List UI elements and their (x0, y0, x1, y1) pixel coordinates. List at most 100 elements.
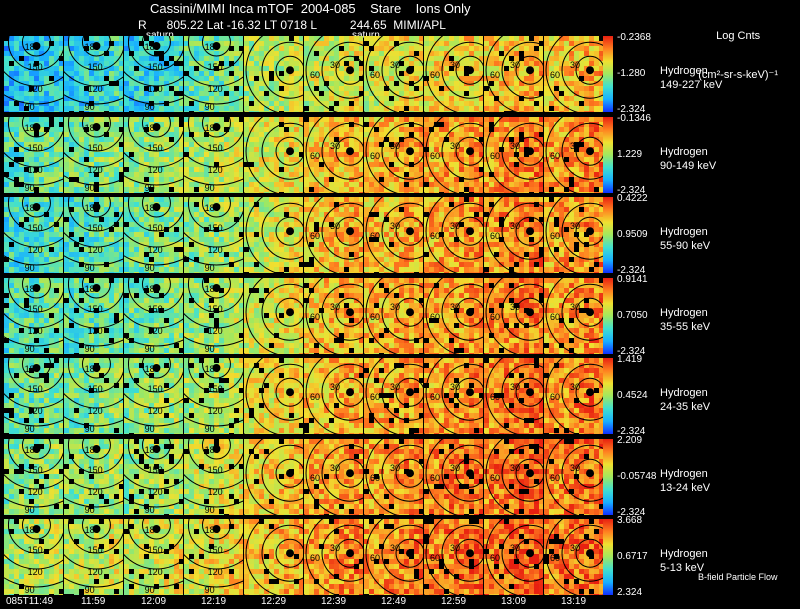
contour-label: 120 (88, 406, 103, 416)
planet-marker (152, 444, 161, 453)
image-cell: 30 60 (424, 277, 483, 354)
contour-label: 90 (85, 424, 95, 434)
units-line-1: Log Cnts (716, 30, 761, 42)
contour-label: 60 (490, 473, 500, 483)
contour-label: 60 (370, 151, 380, 161)
image-cell: 180 150 120 90 (124, 358, 183, 434)
series-label: Hydrogen 24-35 keV (660, 386, 710, 414)
contour-label: 120 (28, 84, 43, 94)
contour-label: 120 (88, 567, 103, 577)
contour-label: 30 (390, 60, 400, 70)
image-cell: 180 150 120 90 (64, 438, 123, 515)
image-cell: 30 60 (544, 197, 603, 273)
contour-label: 30 (330, 302, 340, 312)
series-label: Hydrogen 149-227 keV (660, 64, 722, 92)
contour-label: 60 (550, 553, 560, 563)
image-cell: 180 150 120 90 (124, 277, 183, 354)
planet-marker (32, 283, 41, 292)
planet-marker (212, 122, 221, 131)
contour-label: 180 (145, 445, 160, 455)
planet-marker (92, 283, 101, 292)
time-tick-label: 12:59 (441, 596, 467, 607)
image-cell: 180 150 120 90 (4, 36, 63, 112)
image-cell: 30 60 (544, 116, 603, 193)
contour-label: 120 (148, 406, 163, 416)
energy-label: 13-24 keV (660, 481, 711, 494)
contour-label: 60 (490, 553, 500, 563)
contour-label: 60 (430, 231, 440, 241)
contour-label: 180 (85, 42, 100, 52)
planet-marker (526, 549, 535, 558)
image-cell: 30 60 (364, 358, 423, 434)
planet-marker (152, 42, 161, 50)
colorbar-min: -2.324 (617, 184, 646, 196)
contour-label: 90 (205, 102, 215, 112)
contour-label: 90 (145, 344, 155, 354)
planet-marker (152, 203, 161, 211)
planet-marker (406, 468, 415, 477)
contour-label: 60 (490, 231, 500, 241)
planet-marker (152, 283, 161, 292)
image-cell: 30 60 (304, 36, 363, 112)
image-cell: 30 60 (484, 36, 543, 112)
contour-label: 30 (390, 221, 400, 231)
contour-label: 60 (430, 312, 440, 322)
contour-label: 150 (88, 465, 103, 475)
footer-note: B-field Particle Flow (698, 572, 778, 582)
contour-label: 60 (370, 70, 380, 80)
contour-label: 90 (205, 183, 215, 193)
contour-label: 180 (205, 445, 220, 455)
contour-label: 120 (28, 487, 43, 497)
planet-marker (586, 146, 595, 155)
planet-marker (286, 307, 295, 316)
contour-label: 30 (390, 302, 400, 312)
image-cell: 30 60 (304, 277, 363, 354)
planet-marker (586, 388, 595, 397)
planet-marker (212, 525, 221, 533)
image-cell: 30 60 (424, 116, 483, 193)
planet-marker (406, 388, 415, 397)
units-line-2: (cm²-sr-s-keV)⁻¹ (698, 69, 778, 81)
contour-label: 180 (205, 364, 220, 374)
contour-label: 150 (28, 545, 43, 555)
colorbar-mid: 0.4524 (617, 390, 648, 401)
contour-label: 30 (570, 302, 580, 312)
contour-label: 180 (85, 364, 100, 374)
contour-label: 120 (148, 567, 163, 577)
contour-label: 180 (85, 123, 100, 133)
series-label: Hydrogen 5-13 keV (660, 547, 708, 575)
contour-label: 90 (25, 183, 35, 193)
colorbar-max: 1.419 (617, 354, 643, 365)
contour-label: 120 (208, 326, 223, 336)
time-tick-label: 13:09 (501, 596, 527, 607)
planet-marker (346, 146, 355, 155)
contour-label: 90 (145, 102, 155, 112)
series-label: Hydrogen 13-24 keV (660, 467, 710, 495)
time-tick-label: 12:49 (381, 596, 407, 607)
contour-label: 90 (85, 102, 95, 112)
image-cell (244, 358, 303, 434)
contour-label: 180 (25, 445, 40, 455)
planet-marker (32, 122, 41, 131)
contour-label: 60 (310, 392, 320, 402)
image-cell: 30 60 (304, 519, 363, 595)
planet-marker (92, 122, 101, 131)
contour-label: 150 (88, 384, 103, 394)
image-cell: 180 150 120 90 (4, 519, 63, 595)
contour-label: 90 (205, 505, 215, 515)
contour-label: 90 (85, 344, 95, 354)
contour-label: 30 (330, 141, 340, 151)
contour-label: 150 (208, 384, 223, 394)
contour-label: 150 (208, 545, 223, 555)
contour-label: 90 (25, 344, 35, 354)
contour-label: 90 (145, 424, 155, 434)
contour-label: 60 (430, 70, 440, 80)
planet-marker (406, 66, 415, 75)
planet-marker (526, 66, 535, 75)
planet-marker (586, 227, 595, 236)
image-cell: 30 60 (484, 277, 543, 354)
species-label: Hydrogen (660, 306, 708, 319)
planet-marker (466, 307, 475, 316)
image-cell: 30 60 (484, 519, 543, 595)
image-cell (244, 116, 303, 193)
